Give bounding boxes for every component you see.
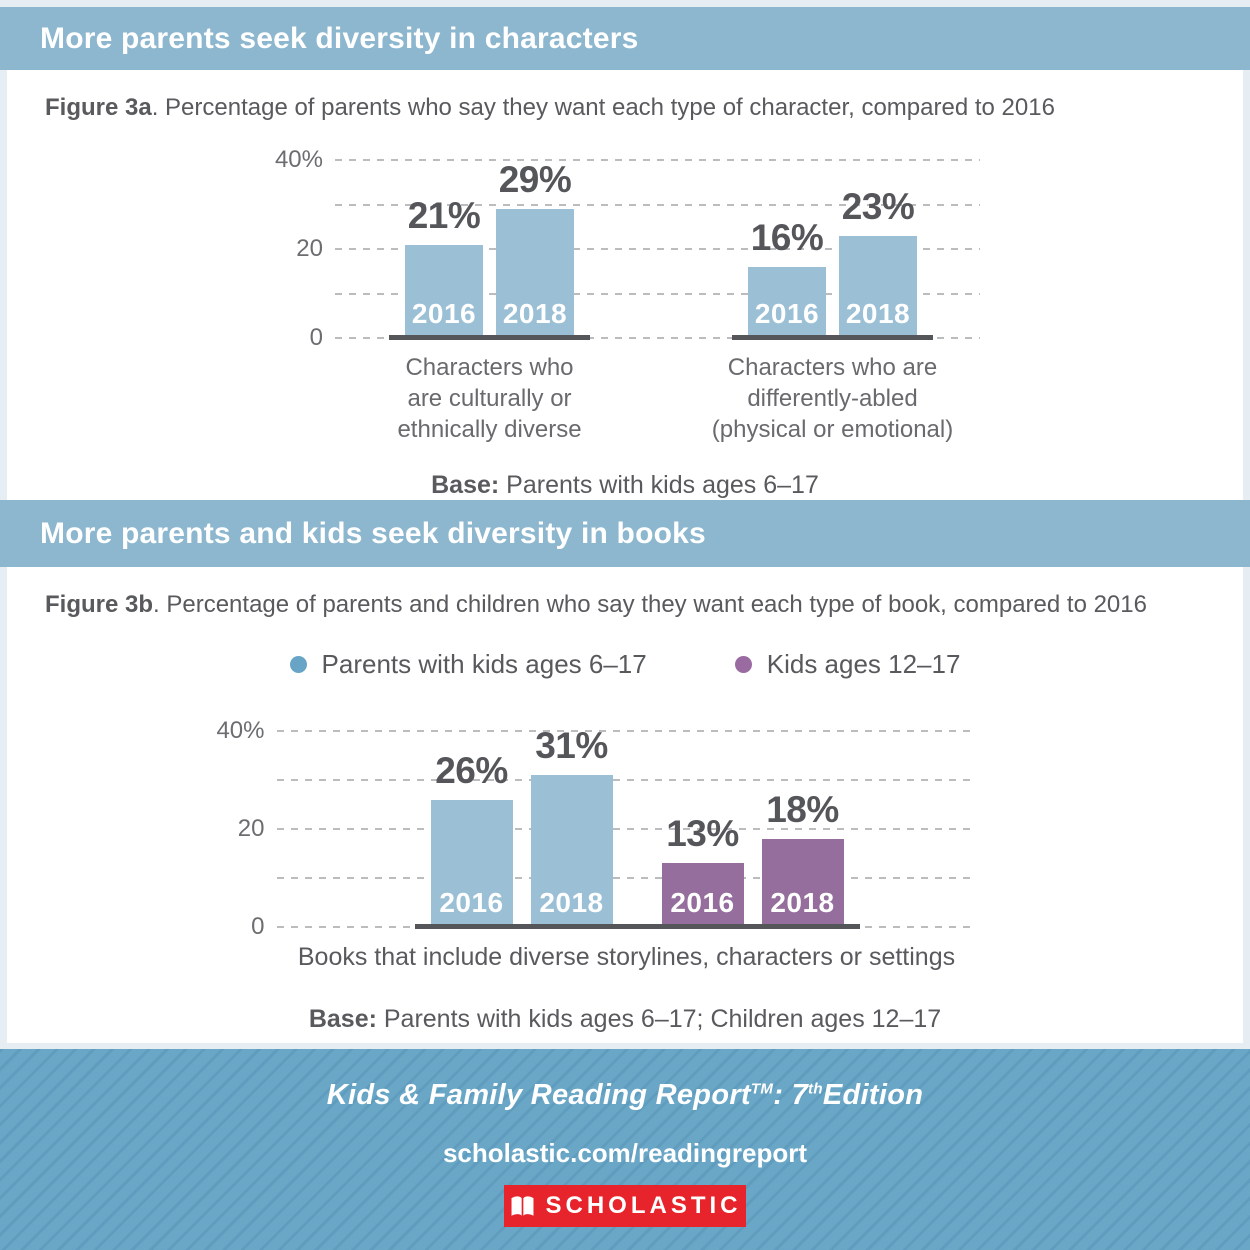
figure-3b-base-note: Base: Parents with kids ages 6–17; Child…	[7, 1005, 1243, 1034]
figure-3a-base-label: Base:	[431, 471, 500, 499]
x-axis-label: Books that include diverse storylines, c…	[297, 943, 956, 971]
scholastic-logo-text: SCHOLASTIC	[545, 1192, 742, 1219]
report-edition-number: 7	[791, 1079, 809, 1111]
x-axis-baseline	[732, 335, 933, 340]
legend-label-kids: Kids ages 12–17	[766, 648, 961, 679]
gridline-0	[335, 337, 980, 339]
report-title-main: Kids & Family Reading Report	[326, 1079, 751, 1111]
bar-2016-group1: 2016	[430, 800, 513, 927]
plot-area: 40% 20 0 2016 21% 2018 29% Characters who are c…	[275, 146, 980, 443]
figure-3b-label: Figure 3b	[45, 591, 154, 618]
bar-value-label: 26%	[435, 750, 508, 791]
gridline-10	[335, 292, 980, 295]
y-axis-tick-40: 40%	[216, 717, 265, 744]
bar-year-label: 2016	[411, 298, 477, 329]
bar-2016-group2: 2016	[661, 863, 744, 927]
open-book-icon	[509, 1193, 536, 1220]
bar-year-label: 2018	[770, 887, 835, 918]
footer: Kids & Family Reading ReportTM: 7thEditi…	[0, 1049, 1250, 1250]
section-b-header-band: More parents and kids seek diversity in …	[0, 500, 1250, 567]
bar-2018-group1: 2018	[530, 775, 613, 927]
bar-value-label: 29%	[498, 159, 572, 200]
x-axis-baseline	[389, 335, 590, 340]
scholastic-logo: SCHOLASTIC	[504, 1185, 746, 1227]
figure-3b-caption-text: . Percentage of parents and children who…	[153, 591, 1147, 618]
y-axis-tick-0: 0	[251, 913, 265, 940]
category-label: Characters who are differently-abled (ph…	[711, 354, 954, 444]
y-axis-tick-20: 20	[237, 815, 265, 842]
figure-3a-caption: Figure 3a. Percentage of parents who say…	[7, 70, 1243, 122]
bar-year-label: 2016	[754, 298, 820, 329]
category-label: Characters who are culturally or ethnica…	[397, 354, 582, 444]
report-title-separator: :	[773, 1079, 792, 1111]
bar-year-label: 2016	[670, 887, 735, 918]
gridline-10	[276, 877, 977, 879]
gridline-20	[276, 828, 977, 830]
figure-3a-base-text: Parents with kids ages 6–17	[499, 471, 819, 499]
figure-3b-base-label: Base:	[308, 1005, 377, 1033]
figure-3b-chart: 40% 20 0 2016 26% 2018 31% 2016 13% 2018 18% Books …	[212, 717, 977, 979]
gridline-20	[335, 248, 980, 250]
gridline-40	[276, 730, 977, 732]
legend-dot-kids-icon	[734, 655, 752, 673]
figure-3a-caption-text: . Percentage of parents who say they wan…	[151, 94, 1055, 121]
y-axis-tick-20: 20	[296, 235, 323, 262]
report-url: scholastic.com/readingreport	[442, 1138, 808, 1168]
x-axis-baseline	[414, 924, 860, 929]
section-b-card: Figure 3b. Percentage of parents and chi…	[7, 567, 1243, 1043]
bar-year-label: 2016	[439, 887, 504, 918]
section-a-title: More parents seek diversity in character…	[40, 21, 639, 55]
bar-2016-group1: 2016	[405, 245, 483, 338]
y-axis-tick-40: 40%	[274, 146, 323, 173]
plot-area: 40% 20 0 2016 26% 2018 31% 2016 13% 2018 18% Books …	[216, 717, 977, 971]
section-a-header-band: More parents seek diversity in character…	[0, 7, 1250, 70]
bar-year-label: 2018	[502, 298, 568, 329]
figure-3a-label: Figure 3a	[45, 94, 152, 121]
bar-value-label: 21%	[407, 195, 481, 236]
bar-value-label: 13%	[666, 813, 739, 854]
legend-dot-parents-icon	[289, 655, 307, 673]
legend-label-parents: Parents with kids ages 6–17	[321, 648, 647, 679]
bar-year-label: 2018	[845, 298, 911, 329]
trademark-symbol: TM	[750, 1080, 774, 1098]
y-axis-tick-0: 0	[309, 324, 323, 351]
report-edition-ordinal: th	[808, 1080, 823, 1098]
gridline-40	[335, 159, 980, 161]
bar-value-label: 31%	[535, 725, 608, 766]
legend-item-kids: Kids ages 12–17	[734, 648, 961, 680]
section-a-card: Figure 3a. Percentage of parents who say…	[7, 70, 1243, 500]
report-title: Kids & Family Reading ReportTM: 7thEditi…	[0, 1049, 1250, 1112]
bar-2016-group2: 2016	[748, 267, 826, 338]
section-b-title: More parents and kids seek diversity in …	[40, 516, 706, 550]
bar-2018-group2: 2018	[761, 839, 844, 927]
chart-legend: Parents with kids ages 6–17 Kids ages 12…	[7, 649, 1243, 679]
figure-3a-chart: 40% 20 0 2016 21% 2018 29% Characters who are c…	[270, 146, 980, 457]
gridline-30	[276, 779, 977, 781]
bar-2018-group1: 2018	[496, 209, 574, 338]
figure-3b-base-text: Parents with kids ages 6–17; Children ag…	[376, 1005, 942, 1033]
figure-3a-base-note: Base: Parents with kids ages 6–17	[7, 471, 1243, 500]
bar-value-label: 18%	[766, 789, 839, 830]
figure-3b-caption: Figure 3b. Percentage of parents and chi…	[7, 567, 1243, 619]
bar-year-label: 2018	[539, 887, 604, 918]
report-edition-word: Edition	[822, 1079, 924, 1111]
legend-item-parents: Parents with kids ages 6–17	[289, 648, 647, 680]
gridline-30	[335, 203, 980, 206]
bar-value-label: 23%	[841, 186, 915, 227]
bar-2018-group2: 2018	[839, 236, 917, 338]
bar-value-label: 16%	[750, 217, 824, 258]
